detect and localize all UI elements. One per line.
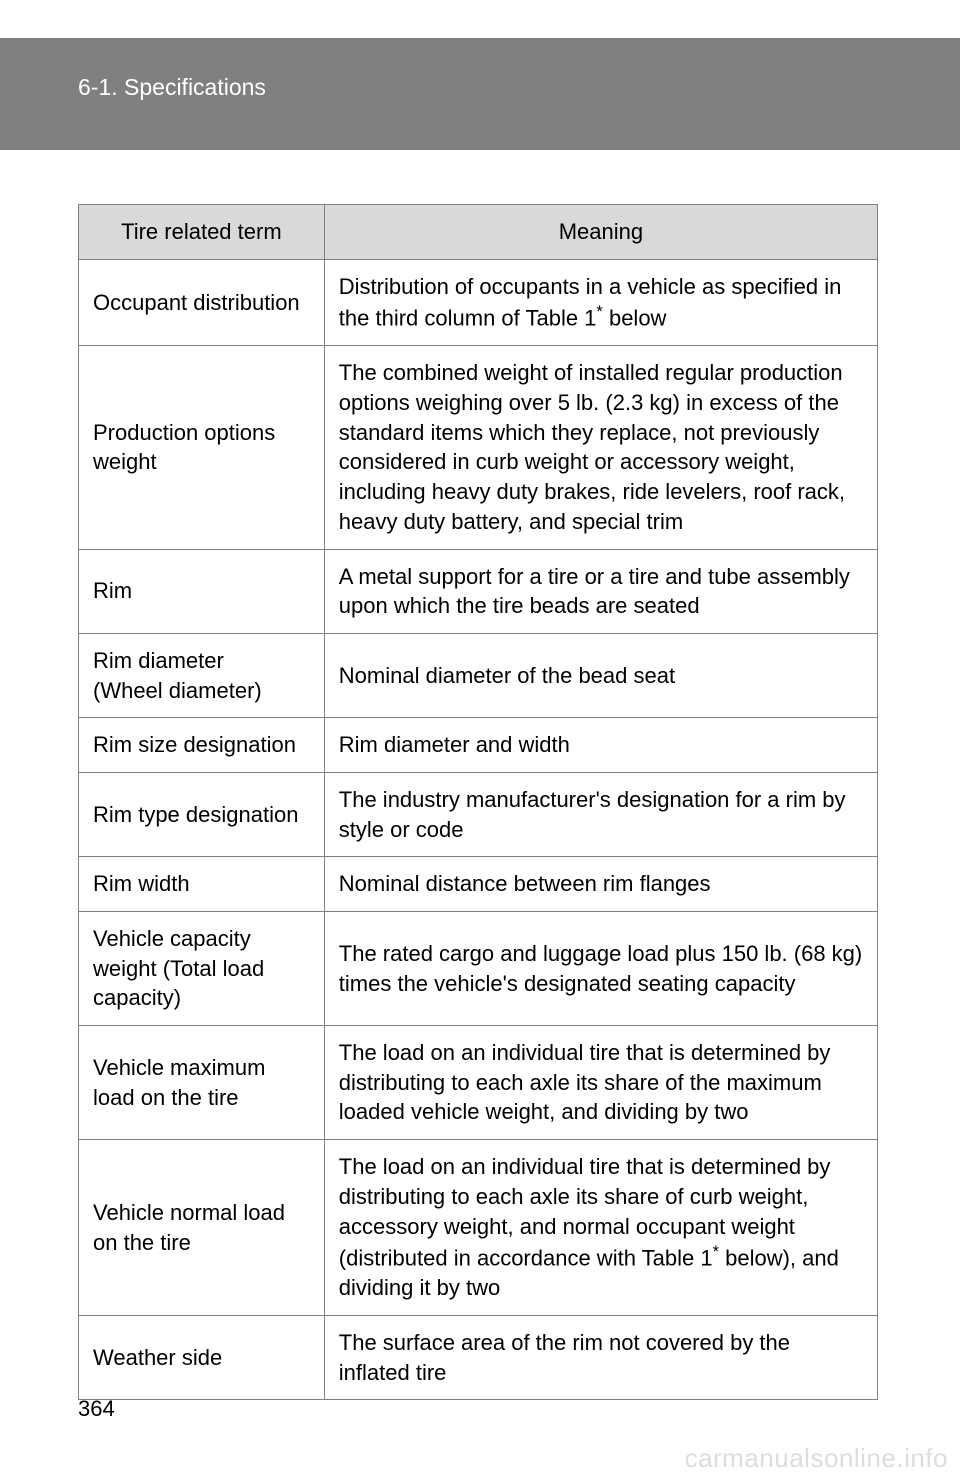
term-cell: Vehicle capacity weight (Total load capa…	[79, 912, 325, 1026]
table-row: Vehicle maximum load on the tireThe load…	[79, 1026, 878, 1140]
term-cell: Occupant distribution	[79, 259, 325, 346]
term-cell: Rim	[79, 549, 325, 633]
column-header-meaning: Meaning	[324, 205, 877, 260]
term-cell: Vehicle normal load on the tire	[79, 1140, 325, 1316]
watermark: carmanualsonline.info	[685, 1443, 948, 1474]
table-row: Rim diameter (Wheel diameter)Nominal dia…	[79, 633, 878, 717]
meaning-cell: Nominal distance between rim flanges	[324, 857, 877, 912]
table-row: Production options weightThe combined we…	[79, 346, 878, 549]
column-header-term: Tire related term	[79, 205, 325, 260]
header-band: 6-1. Specifications	[0, 38, 960, 150]
term-cell: Vehicle maximum load on the tire	[79, 1026, 325, 1140]
content-area: Tire related term Meaning Occupant distr…	[78, 204, 878, 1400]
term-cell: Rim size designation	[79, 718, 325, 773]
term-cell: Production options weight	[79, 346, 325, 549]
table-row: RimA metal support for a tire or a tire …	[79, 549, 878, 633]
table-row: Vehicle capacity weight (Total load capa…	[79, 912, 878, 1026]
meaning-cell: The load on an individual tire that is d…	[324, 1140, 877, 1316]
meaning-cell: The industry manufacturer's designation …	[324, 772, 877, 856]
meaning-cell: The surface area of the rim not covered …	[324, 1315, 877, 1399]
table-body: Occupant distributionDistribution of occ…	[79, 259, 878, 1400]
table-row: Rim type designationThe industry manufac…	[79, 772, 878, 856]
meaning-cell: A metal support for a tire or a tire and…	[324, 549, 877, 633]
meaning-cell: Distribution of occupants in a vehicle a…	[324, 259, 877, 346]
page: 6-1. Specifications Tire related term Me…	[0, 0, 960, 1484]
specifications-table: Tire related term Meaning Occupant distr…	[78, 204, 878, 1400]
term-cell: Rim width	[79, 857, 325, 912]
term-cell: Weather side	[79, 1315, 325, 1399]
section-title: 6-1. Specifications	[78, 74, 960, 101]
meaning-cell: The combined weight of installed regular…	[324, 346, 877, 549]
term-cell: Rim type designation	[79, 772, 325, 856]
page-number: 364	[78, 1396, 115, 1422]
table-row: Vehicle normal load on the tireThe load …	[79, 1140, 878, 1316]
table-header-row: Tire related term Meaning	[79, 205, 878, 260]
meaning-cell: The rated cargo and luggage load plus 15…	[324, 912, 877, 1026]
meaning-cell: Rim diameter and width	[324, 718, 877, 773]
meaning-cell: Nominal diameter of the bead seat	[324, 633, 877, 717]
table-row: Occupant distributionDistribution of occ…	[79, 259, 878, 346]
term-cell: Rim diameter (Wheel diameter)	[79, 633, 325, 717]
table-row: Rim widthNominal distance between rim fl…	[79, 857, 878, 912]
meaning-cell: The load on an individual tire that is d…	[324, 1026, 877, 1140]
table-row: Rim size designationRim diameter and wid…	[79, 718, 878, 773]
table-row: Weather sideThe surface area of the rim …	[79, 1315, 878, 1399]
